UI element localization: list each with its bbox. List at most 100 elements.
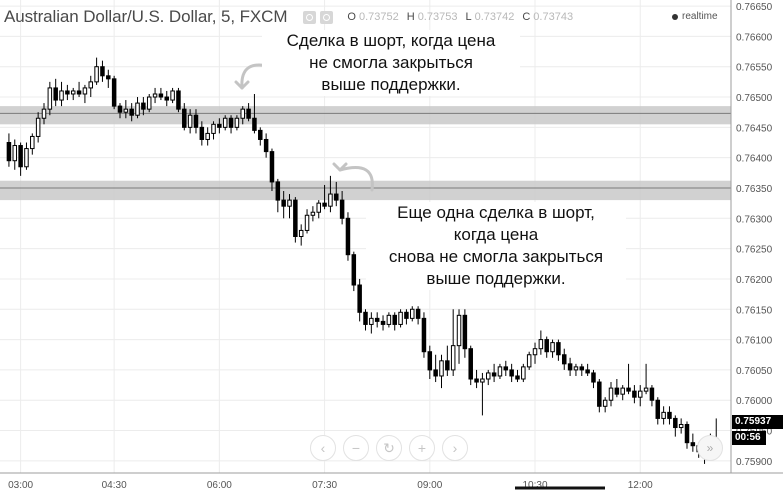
- candle-down: [18, 145, 23, 168]
- candle-down: [667, 411, 672, 419]
- zoom-in-button[interactable]: +: [409, 435, 435, 461]
- candle-up: [480, 378, 485, 383]
- candle-up: [456, 314, 462, 347]
- candle-down: [322, 202, 327, 207]
- y-tick-label: 0.76550: [736, 63, 773, 74]
- annotation-line: выше поддержки.: [321, 75, 461, 94]
- ohlc-high: H 0.73753: [406, 11, 458, 23]
- candle-up: [35, 117, 41, 137]
- candle-up: [287, 199, 292, 207]
- candle-up: [240, 108, 245, 119]
- candle-down: [193, 114, 199, 128]
- x-tick-label: 03:00: [8, 480, 33, 490]
- arrow-second-short: [338, 166, 374, 192]
- y-tick-label: 0.76250: [736, 245, 773, 256]
- arrow-first-short-head: [234, 80, 250, 90]
- ohlc-open: O 0.73752: [347, 11, 399, 23]
- candle-up: [310, 211, 316, 216]
- candle-up: [304, 214, 310, 231]
- candle-down: [579, 366, 585, 371]
- y-tick-label: 0.76400: [736, 154, 773, 165]
- candle-up: [135, 102, 140, 116]
- candle-down: [339, 199, 345, 219]
- candle-up: [643, 387, 649, 392]
- y-tick-label: 0.76150: [736, 305, 773, 316]
- candle-up: [205, 132, 210, 140]
- annotation-line: не смогла закрыться: [309, 53, 473, 72]
- candle-up: [532, 348, 538, 356]
- candle-down: [673, 417, 678, 429]
- candle-down: [6, 142, 12, 162]
- annotation-line: когда цена: [453, 225, 539, 244]
- y-tick-label: 0.76600: [736, 32, 773, 43]
- candle-up: [94, 66, 99, 83]
- header-icons: [303, 10, 334, 24]
- candle-down: [363, 311, 368, 325]
- candle-down: [433, 369, 438, 377]
- candle-down: [100, 66, 105, 77]
- annotation-first-short: Сделка в шорт, когда цена не смогла закр…: [262, 30, 520, 96]
- candle-down: [614, 387, 620, 395]
- candle-up: [123, 108, 129, 113]
- y-tick-label: 0.76450: [736, 123, 773, 134]
- candle-down: [117, 105, 123, 113]
- candle-up: [573, 366, 579, 371]
- x-tick-label: 06:00: [207, 480, 232, 490]
- candle-down: [106, 75, 111, 80]
- candle-down: [515, 375, 520, 380]
- candle-up: [398, 311, 403, 325]
- annotation-line: Сделка в шорт, когда цена: [286, 31, 496, 50]
- candle-down: [468, 348, 473, 380]
- candle-up: [187, 114, 193, 128]
- candle-up: [526, 354, 532, 368]
- scroll-right-button[interactable]: ›: [442, 435, 468, 461]
- candle-up: [497, 366, 503, 377]
- candle-down: [228, 117, 234, 128]
- candle-down: [392, 314, 397, 325]
- candle-up: [369, 317, 374, 325]
- candle-down: [415, 308, 421, 319]
- y-tick-label: 0.76000: [736, 396, 773, 407]
- candle-up: [152, 93, 158, 98]
- go-to-realtime-button[interactable]: »: [697, 435, 723, 461]
- candle-down: [164, 96, 170, 101]
- x-tick-label: 07:30: [312, 480, 337, 490]
- candle-up: [222, 117, 228, 128]
- candle-down: [585, 369, 590, 374]
- y-tick-label: 0.76050: [736, 366, 773, 377]
- candle-up: [661, 411, 666, 419]
- bar-timer-label: 00:56: [732, 431, 766, 445]
- y-tick-label: 0.76200: [736, 275, 773, 286]
- candle-down: [380, 320, 386, 325]
- candle-down: [597, 381, 602, 407]
- candle-down: [556, 342, 561, 356]
- zoom-out-button[interactable]: −: [343, 435, 369, 461]
- candle-down: [427, 351, 433, 371]
- current-price-label: 0.75937: [732, 415, 783, 429]
- chart-header: Australian Dollar/U.S. Dollar, 5, FXCM O…: [4, 6, 573, 28]
- candle-down: [374, 317, 380, 322]
- camera-icon[interactable]: [303, 10, 317, 24]
- arrow-second-short-head: [332, 162, 348, 172]
- candle-up: [538, 339, 544, 350]
- x-tick-label: 09:00: [417, 480, 442, 490]
- candle-down: [345, 217, 351, 256]
- candle-down: [567, 363, 573, 371]
- settings-icon[interactable]: [320, 10, 334, 24]
- candle-down: [217, 123, 222, 128]
- candle-up: [234, 117, 240, 128]
- y-tick-label: 0.75900: [736, 457, 773, 468]
- candle-up: [211, 123, 216, 134]
- candle-up: [328, 193, 333, 207]
- candle-down: [65, 90, 70, 95]
- scroll-left-button[interactable]: ‹: [310, 435, 336, 461]
- y-tick-label: 0.76650: [736, 2, 773, 13]
- candle-down: [421, 317, 427, 353]
- candle-down: [655, 399, 661, 419]
- ohlc-readout: O 0.73752 H 0.73753 L 0.73742 C 0.73743: [347, 11, 573, 23]
- ohlc-low: L 0.73742: [465, 11, 515, 23]
- candle-down: [632, 390, 637, 398]
- reset-button[interactable]: ↻: [376, 435, 402, 461]
- candle-up: [146, 96, 152, 110]
